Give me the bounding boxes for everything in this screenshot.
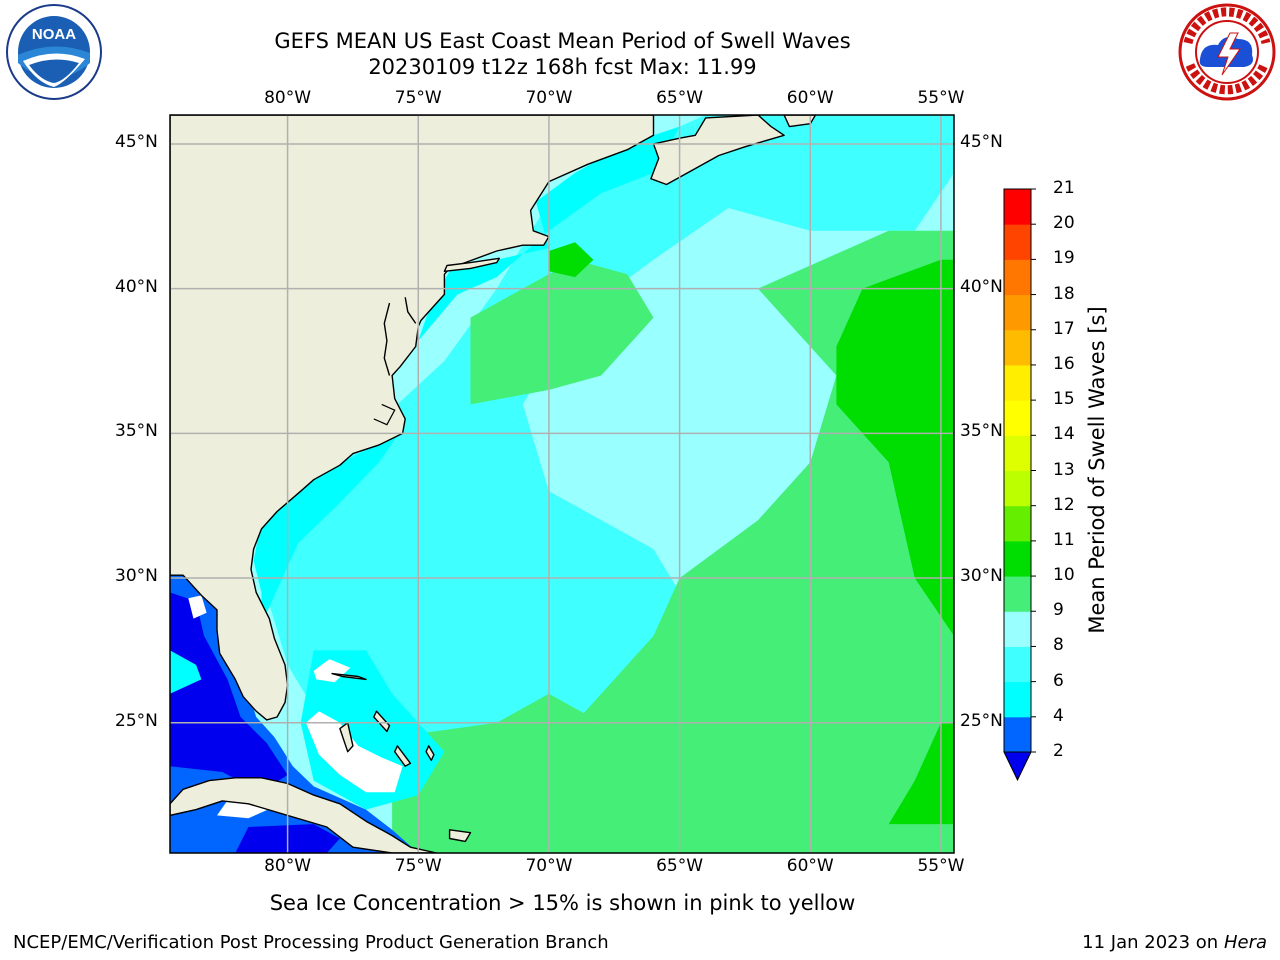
map-content <box>170 115 954 853</box>
colorbar-bin <box>1004 540 1031 577</box>
field-cyan-coastal <box>261 115 954 752</box>
colorbar-tick-label: 4 <box>1053 705 1064 726</box>
longitude-label-bottom: 75°W <box>394 856 442 876</box>
land-bahamas-island <box>331 672 367 681</box>
longitude-label-top: 80°W <box>264 88 312 108</box>
colorbar-bin <box>1004 224 1031 260</box>
colorbar-tick-label: 8 <box>1053 635 1064 656</box>
footer-date: 11 Jan 2023 on Hera <box>1082 932 1267 953</box>
footer-branch: NCEP/EMC/Verification Post Processing Pr… <box>13 932 609 953</box>
latitude-label-right: 30°N <box>960 566 1003 587</box>
field-green-strong-se <box>888 722 954 825</box>
longitude-label-bottom: 70°W <box>525 856 573 876</box>
bank-little-bahama <box>313 659 351 683</box>
land-long-island <box>443 257 500 272</box>
noaa-logo-icon: NOAA <box>6 4 102 100</box>
footer-host: Hera <box>1223 932 1267 953</box>
colorbar-bin <box>1004 435 1031 471</box>
coast-delaware-bay <box>404 297 417 324</box>
longitude-label-top: 60°W <box>786 88 834 108</box>
latitude-label-right: 25°N <box>960 710 1003 731</box>
colorbar-tick-label: 6 <box>1053 670 1064 691</box>
land-bahamas-island <box>448 829 472 843</box>
land-bahamas-island <box>394 745 412 767</box>
longitude-label-top: 55°W <box>917 88 965 108</box>
colorbar-tick-label: 18 <box>1053 283 1075 304</box>
chart-subtitle: 20230109 t12z 168h fcst Max: 11.99 <box>368 55 757 79</box>
colorbar-bin <box>1004 294 1031 331</box>
latitude-label-left: 45°N <box>115 131 158 152</box>
colorbar-bin <box>1004 576 1031 612</box>
land-bahamas-island <box>373 710 391 733</box>
field-blue-nearshore-ne <box>418 126 680 341</box>
latitude-label-left: 30°N <box>115 566 158 587</box>
land-cuba <box>170 777 438 853</box>
colorbar-bin <box>1004 470 1031 507</box>
latitude-label-right: 35°N <box>960 421 1003 442</box>
colorbar-tick-label: 20 <box>1053 213 1075 234</box>
field-green-strong-east <box>836 259 954 636</box>
noaa-logo-text: NOAA <box>32 26 76 43</box>
field-green-strong-gulf <box>548 242 594 278</box>
colorbar-tick-label: 2 <box>1053 741 1064 761</box>
colorbar-tick-label: 16 <box>1053 353 1075 374</box>
latitude-label-left: 35°N <box>115 421 158 442</box>
field-gulf-cyan <box>170 650 202 694</box>
footer-date-text: 11 Jan 2023 on <box>1082 932 1224 953</box>
sea-ice-note: Sea Ice Concentration > 15% is shown in … <box>269 891 856 915</box>
colorbar-bin <box>1004 329 1031 366</box>
longitude-label-bottom: 60°W <box>786 856 834 876</box>
longitude-label-top: 70°W <box>525 88 573 108</box>
coast-pamlico-sound <box>373 403 396 426</box>
colorbar-tick-label: 9 <box>1053 600 1064 621</box>
latitude-label-left: 40°N <box>115 276 158 297</box>
colorbar-title: Mean Period of Swell Waves [s] <box>1085 306 1109 634</box>
colorbar-tick-label: 12 <box>1053 494 1075 515</box>
colorbar-tick-label: 13 <box>1053 459 1075 480</box>
field-blue-nearshore-se <box>253 424 406 625</box>
longitude-label-top: 65°W <box>656 88 704 108</box>
land-north-america <box>170 115 655 721</box>
colorbar-tick-label: 17 <box>1053 318 1075 339</box>
colorbar-tick-label: 19 <box>1053 248 1075 269</box>
coast-chesapeake-bay <box>383 302 391 376</box>
colorbar-bin <box>1004 646 1031 683</box>
bank-great-bahama <box>305 711 403 793</box>
colorbar-tick-label: 14 <box>1053 424 1075 445</box>
longitude-label-top: 75°W <box>394 88 442 108</box>
land-nova-scotia <box>650 115 785 186</box>
colorbar-bin <box>1004 259 1031 296</box>
colorbar-bin <box>1004 611 1031 647</box>
latitude-label-left: 25°N <box>115 710 158 731</box>
colorbar-tick-label: 21 <box>1053 178 1075 198</box>
bank-florida-gulf <box>188 595 207 619</box>
land-bahamas-island <box>339 722 354 753</box>
colorbar-bin <box>1004 681 1031 718</box>
longitude-label-bottom: 80°W <box>264 856 312 876</box>
colorbar-bin <box>1004 364 1031 401</box>
colorbar-extend-min <box>1003 751 1032 782</box>
colorbar-tick-label: 15 <box>1053 389 1075 410</box>
land-bahamas-island <box>425 745 435 762</box>
latitude-label-right: 40°N <box>960 276 1003 297</box>
colorbar-bin <box>1004 716 1031 753</box>
national-weather-service-logo-icon <box>1178 3 1276 101</box>
chart-title: GEFS MEAN US East Coast Mean Period of S… <box>274 29 851 53</box>
field-green-south <box>392 693 654 853</box>
colorbar-tick-label: 11 <box>1053 529 1075 550</box>
longitude-label-bottom: 55°W <box>917 856 965 876</box>
field-gulf-deep <box>170 592 288 793</box>
latitude-label-right: 45°N <box>960 131 1003 152</box>
colorbar-bin <box>1004 189 1031 225</box>
field-green-north <box>470 259 654 405</box>
colorbar-tick-label: 10 <box>1053 565 1075 586</box>
colorbar-bin <box>1004 505 1031 542</box>
map-frame <box>169 114 955 854</box>
colorbar-bin <box>1004 400 1031 436</box>
field-green-east <box>470 230 954 853</box>
longitude-label-bottom: 65°W <box>656 856 704 876</box>
